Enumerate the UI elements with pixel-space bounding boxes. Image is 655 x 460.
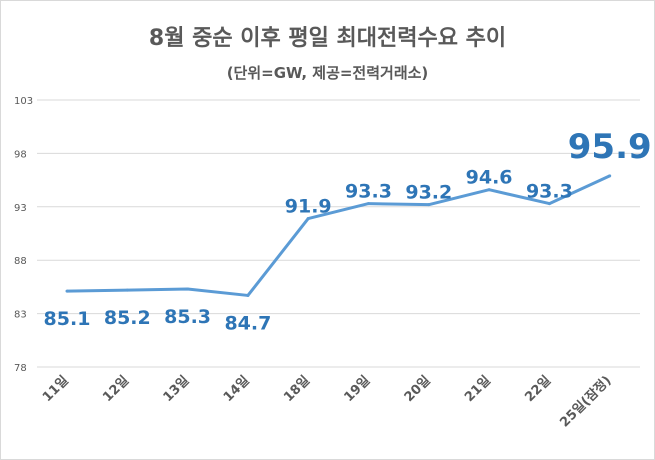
data-point [547,202,551,206]
x-tick-label: 25일(잠정) [557,373,615,431]
data-point [186,287,190,291]
y-tick-label: 98 [14,149,27,160]
chart-title: 8월 중순 이후 평일 최대전력수요 추이 [148,26,507,51]
y-tick-label: 88 [14,256,27,267]
data-label: 85.1 [44,308,91,330]
x-tick-label: 22일 [522,373,554,405]
y-tick-label: 78 [14,363,27,374]
data-point [487,188,491,192]
x-tick-label: 12일 [100,373,132,405]
x-tick-label: 19일 [341,373,373,405]
data-point [367,202,370,206]
y-tick-label: 103 [14,96,33,107]
x-tick-label: 14일 [221,373,253,405]
x-tick-label: 13일 [161,373,193,405]
y-tick-label: 83 [14,310,27,321]
x-tick-label: 18일 [281,373,313,405]
data-point [246,293,250,297]
y-tick-label: 93 [14,203,27,214]
chart-subtitle: (단위=GW, 제공=전력거래소) [226,64,429,82]
data-point [608,174,612,178]
series-line [66,174,611,297]
x-tick-label: 20일 [402,373,434,405]
data-label: 93.3 [526,181,573,203]
data-point [427,203,431,207]
data-label: 94.6 [466,167,513,189]
data-label: 85.2 [104,307,151,329]
data-point [306,217,310,221]
data-label: 85.3 [164,306,211,328]
data-label: 93.2 [405,182,452,204]
data-point [65,289,69,293]
data-point [125,288,129,292]
data-label: 95.9 [568,127,652,167]
data-label: 91.9 [285,196,332,218]
x-tick-label: 11일 [40,373,72,405]
x-tick-label: 21일 [462,373,494,405]
data-label: 93.3 [345,181,392,203]
data-label: 84.7 [224,312,271,334]
